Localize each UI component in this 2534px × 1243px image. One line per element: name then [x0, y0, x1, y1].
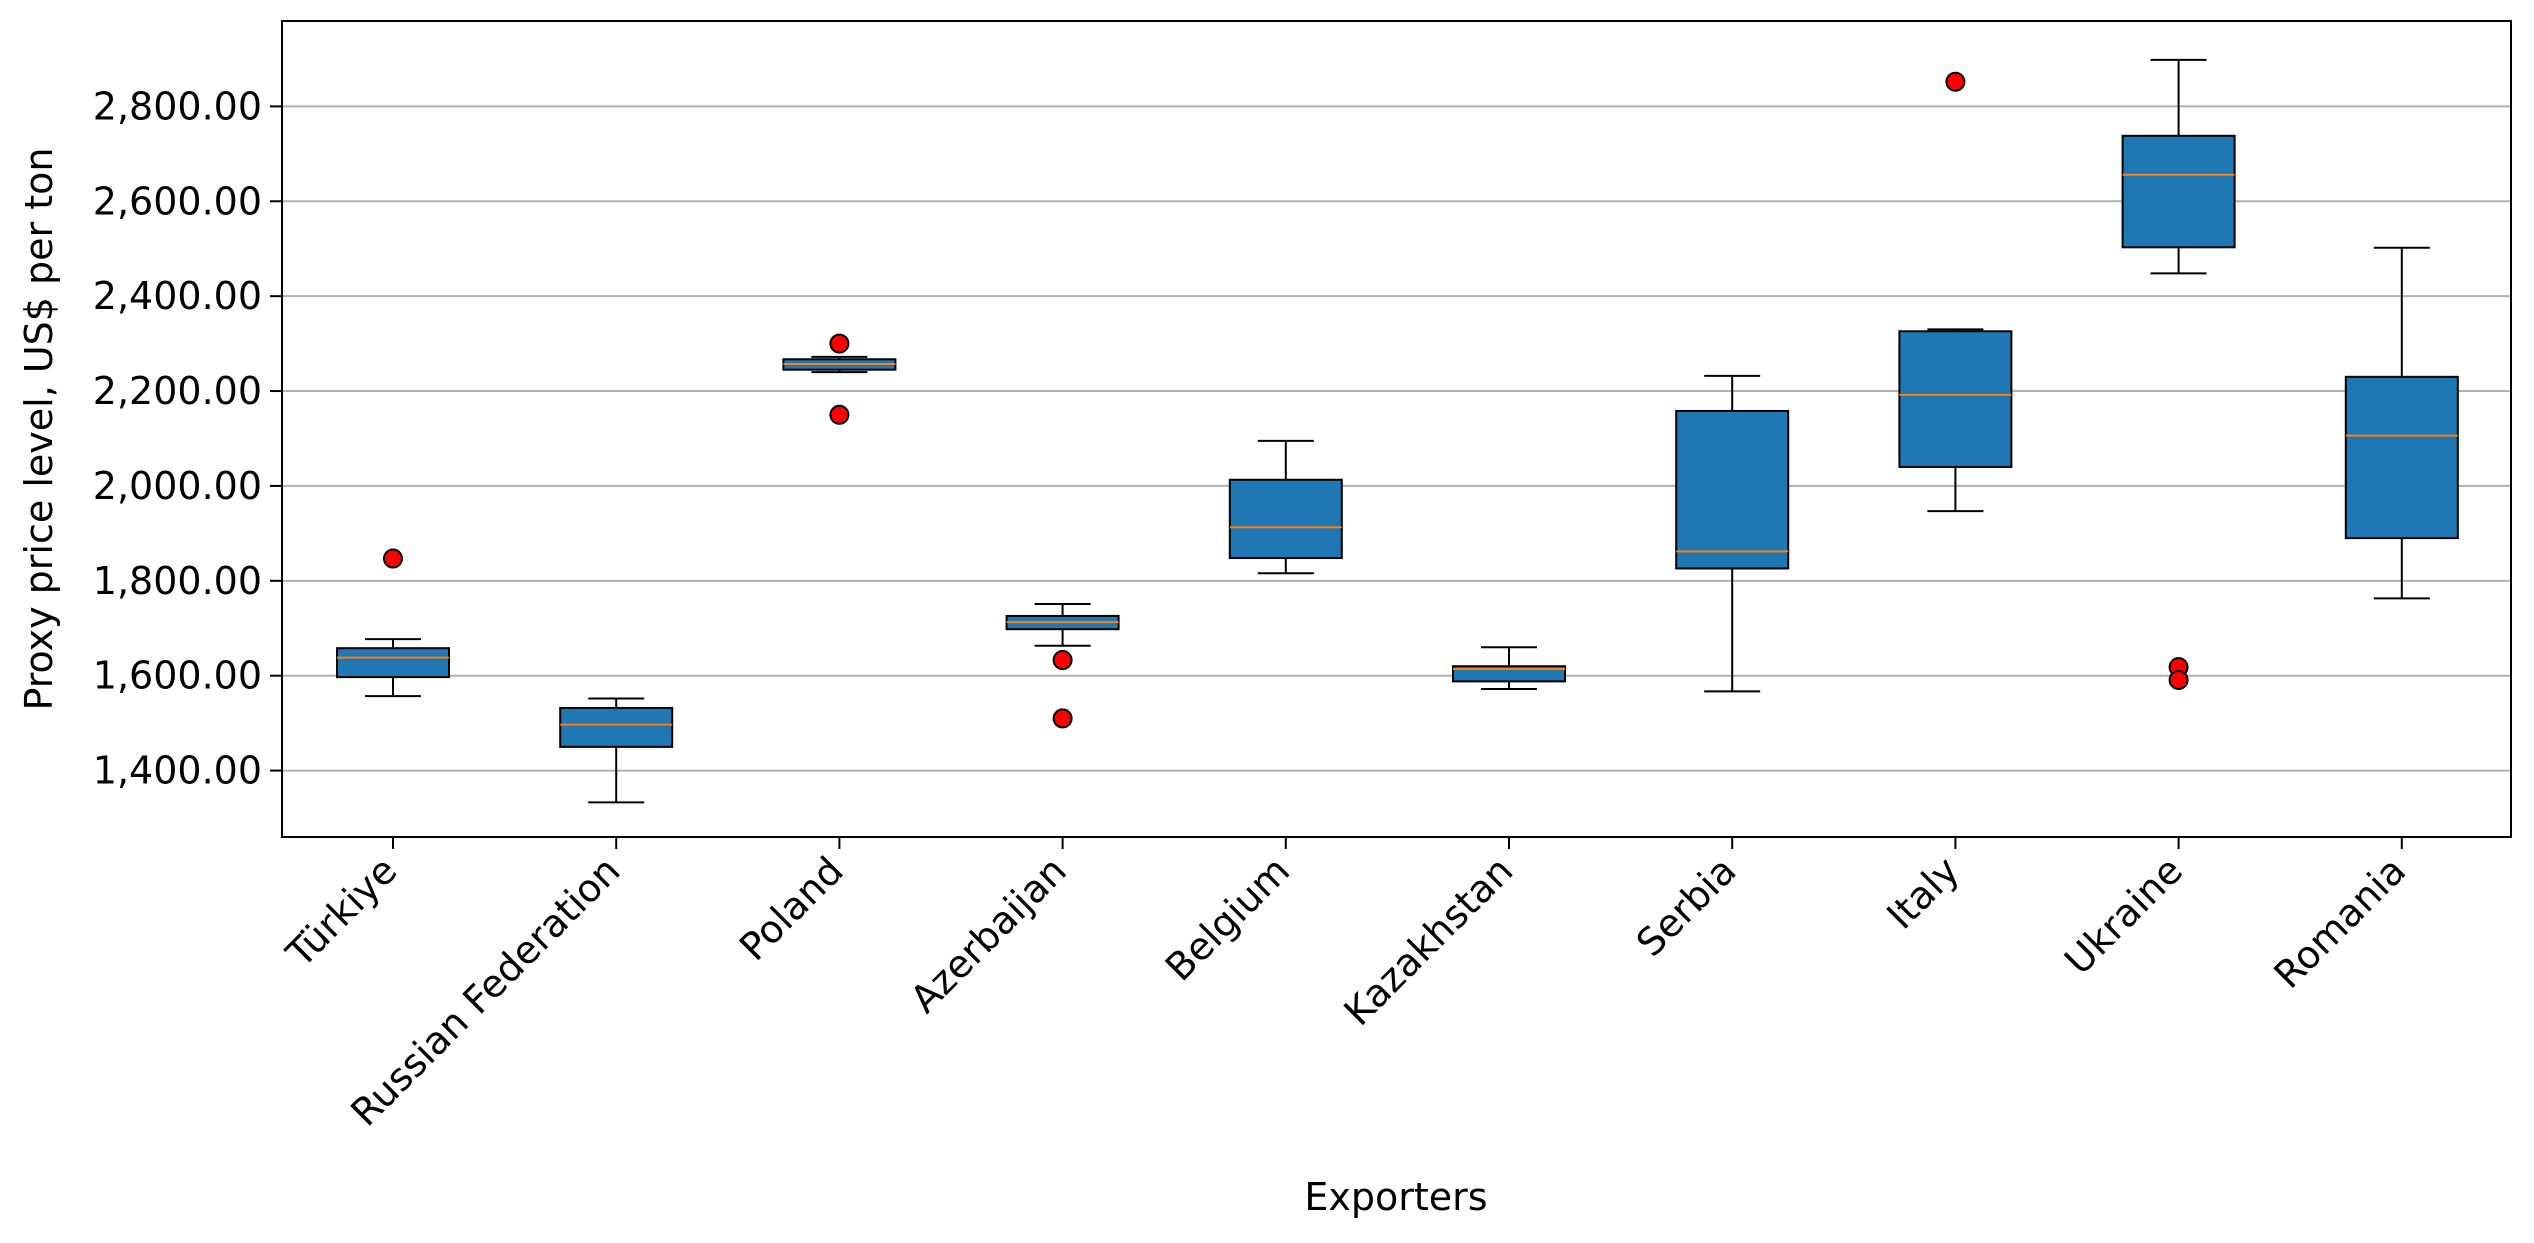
outlier-point	[1945, 71, 1966, 92]
outlier-point	[1052, 708, 1073, 729]
box	[336, 647, 450, 679]
outlier-point	[2168, 669, 2189, 690]
x-axis-label: Exporters	[1304, 1175, 1487, 1219]
y-axis: 1,400.00 1,600.00 1,800.00 2,000.00 2,200.00…	[93, 84, 282, 793]
x-tick-label: Ukraine	[2056, 848, 2191, 983]
box	[1228, 478, 1343, 560]
grid-lines	[282, 105, 2511, 772]
x-tick-label: Romania	[2266, 848, 2415, 997]
box	[559, 706, 674, 748]
y-axis-label: Proxy price level, US$ per ton	[17, 148, 61, 711]
outlier-point	[829, 333, 850, 354]
box-group	[559, 697, 674, 804]
box	[2344, 375, 2459, 540]
box-group	[2344, 246, 2459, 600]
outlier-point	[1052, 650, 1073, 671]
x-tick-label: Serbia	[1628, 848, 1745, 965]
box-group	[1452, 646, 1566, 690]
x-tick-label: Poland	[731, 848, 852, 969]
y-tick-label: 2,200.00	[93, 369, 262, 413]
box-group	[2121, 58, 2236, 690]
x-tick-label: Türkiye	[277, 848, 405, 976]
x-tick-label: Belgium	[1157, 848, 1298, 989]
y-tick-label: 1,800.00	[93, 559, 262, 603]
box-group	[782, 333, 897, 425]
y-tick-label: 2,600.00	[93, 179, 262, 223]
box-group	[1898, 71, 2013, 513]
y-tick-label: 2,400.00	[93, 274, 262, 318]
boxes	[336, 58, 2459, 804]
x-tick-label: Kazakhstan	[1335, 848, 1521, 1034]
x-tick-label: Italy	[1878, 848, 1967, 937]
box	[2121, 134, 2236, 249]
box-group	[1005, 603, 1120, 729]
box-group	[1228, 439, 1343, 575]
box	[1675, 409, 1790, 570]
plot-frame	[281, 20, 2512, 838]
outlier-point	[383, 548, 403, 569]
outlier-point	[829, 404, 850, 425]
x-tick-label: Azerbaijan	[902, 848, 1075, 1021]
y-tick-label: 2,000.00	[93, 464, 262, 508]
y-tick-label: 2,800.00	[93, 84, 262, 128]
box-group	[1675, 374, 1790, 693]
box-group	[336, 548, 450, 698]
y-tick-label: 1,400.00	[93, 749, 262, 793]
y-tick-label: 1,600.00	[93, 654, 262, 698]
box	[1898, 330, 2013, 468]
